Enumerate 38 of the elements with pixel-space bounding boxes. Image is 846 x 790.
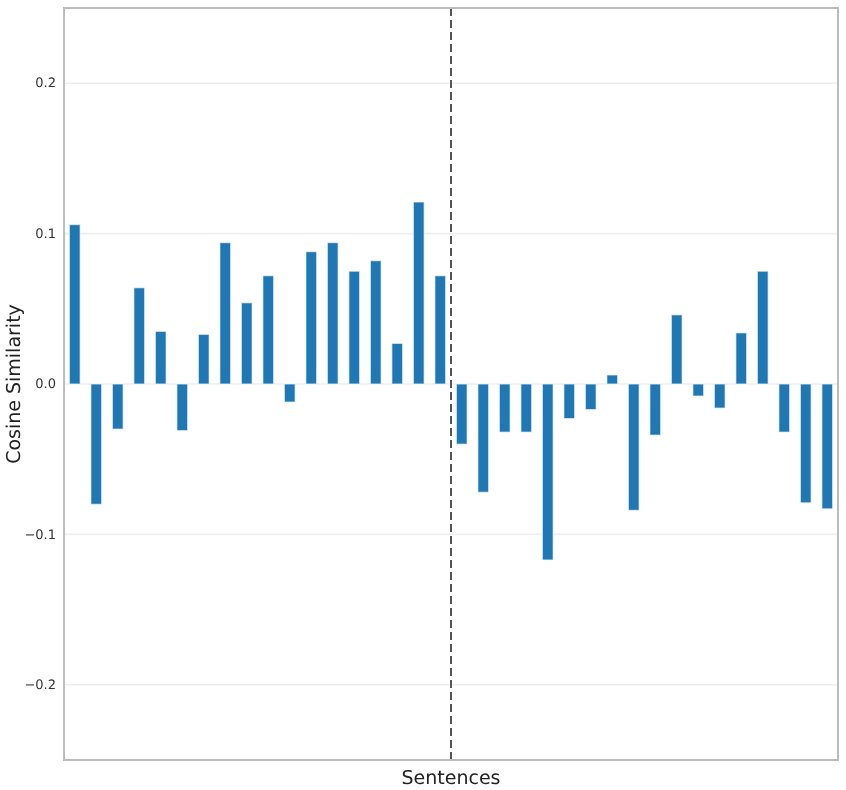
bar xyxy=(283,383,296,403)
bar xyxy=(541,383,554,561)
bar xyxy=(348,270,361,385)
bar xyxy=(369,260,382,385)
bar xyxy=(584,383,597,411)
bar xyxy=(197,333,210,385)
bar xyxy=(391,342,404,385)
bar xyxy=(455,383,468,445)
bar xyxy=(111,383,124,430)
bar xyxy=(821,383,834,510)
bar xyxy=(90,383,103,505)
bar xyxy=(305,251,318,385)
bar xyxy=(735,332,748,385)
bar xyxy=(240,302,253,385)
bar xyxy=(649,383,662,436)
bar xyxy=(412,201,425,385)
bar xyxy=(756,270,769,385)
bar xyxy=(778,383,791,433)
bar xyxy=(68,223,81,385)
y-axis-title: Cosine Similarity xyxy=(4,303,26,464)
bar xyxy=(563,383,576,420)
bar xyxy=(219,242,232,385)
bar xyxy=(154,330,167,385)
x-axis-title: Sentences xyxy=(401,768,501,790)
bar xyxy=(606,374,619,385)
bar xyxy=(133,287,146,385)
bar xyxy=(326,242,339,385)
bar xyxy=(477,383,490,493)
bar xyxy=(627,383,640,511)
bar xyxy=(498,383,511,433)
bar xyxy=(176,383,189,432)
bar xyxy=(799,383,812,504)
bar xyxy=(434,275,447,385)
bar xyxy=(520,383,533,433)
bar xyxy=(713,383,726,409)
bar xyxy=(670,314,683,385)
bar xyxy=(692,383,705,397)
bar xyxy=(262,275,275,385)
